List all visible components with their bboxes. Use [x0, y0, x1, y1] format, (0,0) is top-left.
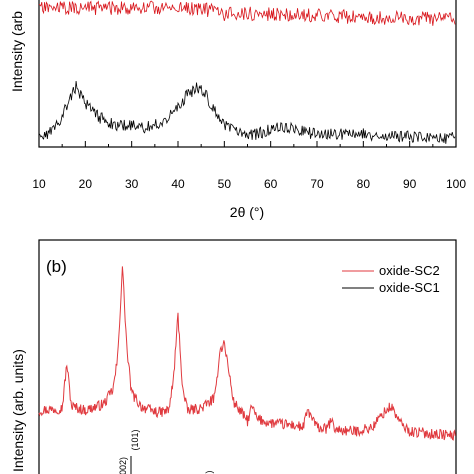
legend-label-oxide-sc1: oxide-SC1	[379, 280, 440, 295]
panel-b-plot-area	[38, 266, 456, 441]
panel-a-series-1	[38, 0, 456, 26]
x-tick-label-30: 30	[125, 177, 139, 191]
peak-annotations: (101) 002) )	[118, 429, 214, 474]
x-tick-label-40: 40	[171, 177, 185, 191]
peak-label-002: 002)	[118, 457, 128, 474]
x-tick-label-60: 60	[264, 177, 278, 191]
panel-b-y-axis-title: Intensity (arb. units)	[10, 349, 26, 472]
x-tick-label-20: 20	[79, 177, 93, 191]
panel-a-x-axis: 10 20 30 40 50 60 70 80 90 100	[32, 141, 466, 191]
legend-label-oxide-sc2: oxide-SC2	[379, 263, 440, 278]
x-tick-label-80: 80	[357, 177, 371, 191]
panel-b-label: (b)	[46, 257, 67, 276]
panel-b: (b) Intensity (arb. units) oxide-SC2 oxi…	[10, 239, 457, 474]
panel-a: 10 20 30 40 50 60 70 80 90 100 Intensity (arb 2θ …	[9, 0, 466, 220]
x-tick-label-100: 100	[446, 177, 466, 191]
peak-label-partial: )	[204, 471, 214, 474]
panel-a-y-axis-title: Intensity (arb	[9, 11, 25, 92]
x-tick-label-50: 50	[218, 177, 232, 191]
x-tick-label-10: 10	[32, 177, 46, 191]
x-tick-label-70: 70	[310, 177, 324, 191]
panel-a-x-axis-title: 2θ (°)	[230, 204, 264, 220]
panel-b-frame	[38, 239, 457, 474]
panel-a-plot-area	[38, 0, 456, 144]
panel-a-series-2	[38, 81, 456, 144]
x-tick-label-90: 90	[403, 177, 417, 191]
panel-b-legend: oxide-SC2 oxide-SC1	[342, 263, 440, 295]
peak-label-101: (101)	[130, 429, 140, 450]
panel-b-series-1	[38, 266, 456, 441]
